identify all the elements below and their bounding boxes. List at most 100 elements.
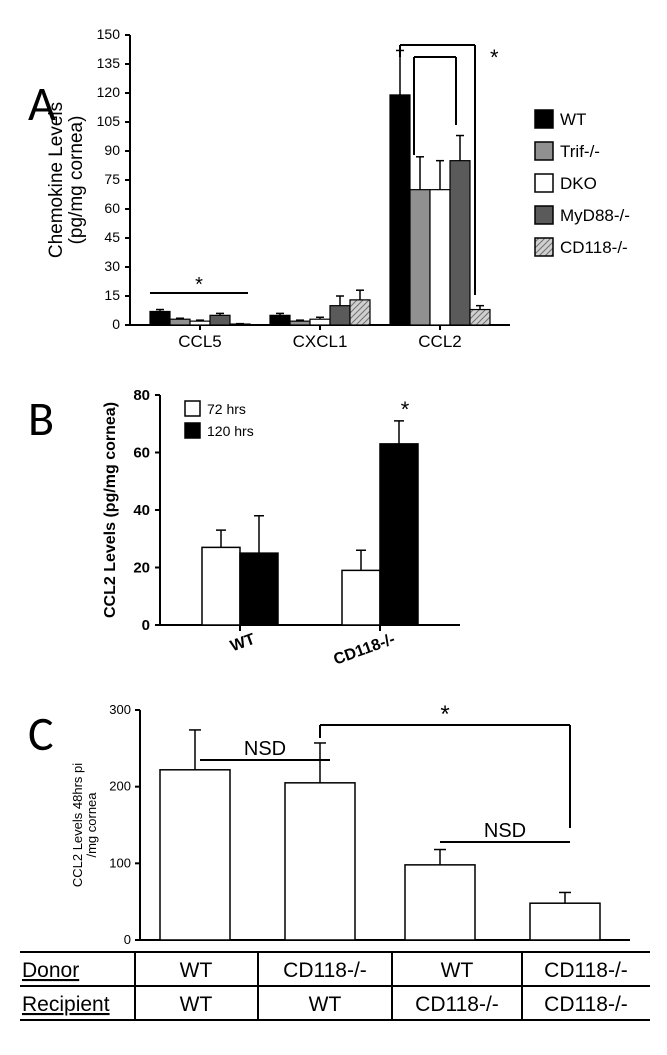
legend-swatch bbox=[535, 142, 553, 160]
ytick-label: 30 bbox=[104, 258, 120, 274]
donor-cell: CD118-/- bbox=[283, 959, 367, 982]
ytick-label: 75 bbox=[104, 171, 120, 187]
bar bbox=[170, 319, 190, 325]
panel-b-bars bbox=[202, 421, 418, 625]
legend-swatch bbox=[535, 110, 553, 128]
donor-cell: CD118-/- bbox=[544, 959, 628, 982]
panel-c-ylabel-2: /mg cornea bbox=[84, 792, 99, 858]
ytick-label: 60 bbox=[133, 445, 150, 462]
panel-b-sig-star: * bbox=[401, 397, 410, 422]
bar bbox=[330, 306, 350, 325]
ytick-label: 90 bbox=[104, 142, 120, 158]
legend-swatch bbox=[535, 206, 553, 224]
donor-label: Donor bbox=[22, 959, 79, 982]
bar bbox=[270, 315, 290, 325]
sig-star-1: * bbox=[195, 274, 203, 296]
panel-c-chart: 0 100 200 300 CCL2 Levels 48hrs pi /mg corn… bbox=[70, 701, 630, 947]
bar bbox=[160, 770, 230, 940]
donor-cell: WT bbox=[441, 959, 474, 982]
ytick-label: 100 bbox=[109, 855, 131, 870]
bar bbox=[450, 161, 470, 325]
recipient-cell: WT bbox=[180, 993, 213, 1016]
ytick-label: 60 bbox=[104, 200, 120, 216]
panel-b-chart: 020406080 CCL2 Levels (pg/mg cornea) WTC… bbox=[102, 387, 460, 669]
ytick-label: 200 bbox=[109, 779, 131, 794]
legend-label: MyD88-/- bbox=[560, 206, 630, 225]
ytick-label: 40 bbox=[133, 502, 150, 519]
bar bbox=[380, 444, 418, 625]
bar bbox=[405, 865, 475, 940]
panel-b-xticks: WT CD118-/- bbox=[228, 625, 397, 669]
panel-b-legend: 72 hrs 120 hrs bbox=[185, 401, 254, 439]
panel-c-bars bbox=[160, 730, 600, 940]
panel-b-label: B bbox=[28, 389, 54, 448]
ytick-label: 15 bbox=[104, 287, 120, 303]
ytick-label: 0 bbox=[124, 932, 131, 947]
panel-c-sig: * bbox=[320, 701, 570, 828]
panel-c-table: Donor Recipient WTCD118-/-WTCD118-/-WTWT… bbox=[20, 952, 650, 1020]
panel-c-yticks: 0 100 200 300 bbox=[109, 702, 140, 947]
bar bbox=[202, 547, 240, 625]
legend-label: DKO bbox=[560, 174, 597, 193]
panel-a-ylabel-2: (pg/mg cornea) bbox=[66, 116, 87, 245]
bar bbox=[350, 300, 370, 325]
legend-72hrs: 72 hrs bbox=[207, 401, 246, 417]
panel-c-table-cells: WT CD118-/- WT CD118-/- WT WT CD118-/- CD118-/- bbox=[180, 959, 628, 1016]
bar bbox=[342, 570, 380, 625]
panel-c-label: C bbox=[28, 704, 54, 763]
ytick-label: 120 bbox=[97, 84, 121, 100]
bar bbox=[310, 319, 330, 325]
bar bbox=[290, 321, 310, 325]
bar bbox=[410, 190, 430, 325]
panel-a-xticks: CCL5CXCL1CCL2 bbox=[178, 325, 461, 351]
recipient-label: Recipient bbox=[22, 993, 110, 1016]
figure-svg: A 0153045607590105120135150 Chemokine Le… bbox=[10, 10, 657, 1040]
x-category-label: CCL2 bbox=[418, 332, 461, 351]
ytick-label: 0 bbox=[112, 316, 120, 332]
panel-c-nsd-right: NSD bbox=[440, 820, 570, 842]
ytick-label: 150 bbox=[97, 26, 121, 42]
bar bbox=[150, 311, 170, 325]
panel-b: B 020406080 CCL2 Levels (pg/mg cornea) W… bbox=[28, 387, 460, 669]
nsd-left-label: NSD bbox=[244, 738, 286, 760]
legend-label: Trif-/- bbox=[560, 142, 600, 161]
panel-a-ylabel-1: Chemokine Levels bbox=[46, 102, 67, 258]
bar bbox=[190, 321, 210, 325]
legend-120hrs: 120 hrs bbox=[207, 423, 254, 439]
bar bbox=[530, 903, 600, 940]
panel-a-chart: 0 15 30 45 60 75 90 105 120 135 150 Chemokine Leve… bbox=[46, 26, 510, 351]
x-category-label: CD118-/- bbox=[331, 631, 397, 669]
panel-c-ylabel-1: CCL2 Levels 48hrs pi bbox=[70, 763, 85, 887]
recipient-cell: CD118-/- bbox=[544, 993, 628, 1016]
ytick-label: 0 bbox=[142, 617, 150, 634]
x-category-label: WT bbox=[228, 631, 257, 656]
panel-a-legend: WT Trif-/- DKO MyD88-/- CD118-/- bbox=[535, 110, 630, 257]
x-category-label: CXCL1 bbox=[293, 332, 348, 351]
panel-c: C 0 100 200 300 CCL2 Levels 48hrs pi /mg co… bbox=[20, 701, 650, 1020]
ytick-label: 80 bbox=[133, 387, 150, 404]
panel-c-sig-star: * bbox=[440, 701, 449, 728]
panel-b-ylabel: CCL2 Levels (pg/mg cornea) bbox=[102, 402, 119, 618]
nsd-right-label: NSD bbox=[484, 820, 526, 842]
recipient-cell: CD118-/- bbox=[415, 993, 499, 1016]
ytick-label: 105 bbox=[97, 113, 121, 129]
legend-label: WT bbox=[560, 110, 586, 129]
legend-label: CD118-/- bbox=[560, 238, 628, 257]
legend-swatch bbox=[535, 238, 553, 256]
ytick-label: 300 bbox=[109, 702, 131, 717]
legend-swatch bbox=[535, 174, 553, 192]
bar bbox=[390, 95, 410, 325]
ytick-label: 135 bbox=[97, 55, 121, 71]
ytick-label: 45 bbox=[104, 229, 120, 245]
donor-cell: WT bbox=[180, 959, 213, 982]
bar bbox=[240, 553, 278, 625]
sig-star-2: * bbox=[490, 45, 499, 70]
panel-b-yticks: 020406080 bbox=[133, 387, 160, 634]
panel-a-sig-ccl5: * bbox=[150, 274, 248, 296]
panel-a: A 0153045607590105120135150 Chemokine Le… bbox=[28, 26, 630, 351]
panel-c-nsd-left: NSD bbox=[200, 738, 330, 760]
bar bbox=[285, 783, 355, 940]
recipient-cell: WT bbox=[309, 993, 342, 1016]
bar bbox=[470, 310, 490, 325]
bar bbox=[210, 315, 230, 325]
